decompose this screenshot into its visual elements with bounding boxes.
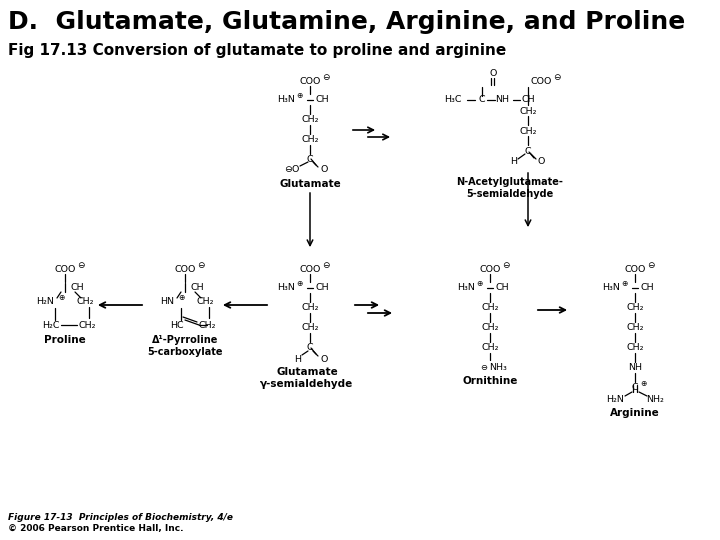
Text: 5-semialdehyde: 5-semialdehyde (467, 189, 554, 199)
Text: HN: HN (160, 298, 174, 307)
Text: COO: COO (54, 266, 76, 274)
Text: O: O (537, 158, 545, 166)
Text: Proline: Proline (44, 335, 86, 345)
Text: CH: CH (70, 284, 84, 293)
Text: COO: COO (531, 78, 552, 86)
Text: ⊖: ⊖ (197, 260, 204, 269)
Text: CH₂: CH₂ (301, 136, 319, 145)
Text: 5-carboxylate: 5-carboxylate (148, 347, 222, 357)
Text: C: C (525, 146, 531, 156)
Text: Arginine: Arginine (610, 408, 660, 418)
Text: CH₂: CH₂ (481, 343, 499, 353)
Text: C: C (631, 383, 639, 393)
Text: ⊕: ⊕ (640, 379, 646, 388)
Text: ⊖: ⊖ (503, 260, 510, 269)
Text: COO: COO (300, 78, 320, 86)
Text: CH₂: CH₂ (519, 126, 536, 136)
Text: Glutamate: Glutamate (279, 179, 341, 189)
Text: CH₂: CH₂ (78, 321, 96, 329)
Text: CH₂: CH₂ (76, 298, 94, 307)
Text: CH: CH (495, 284, 509, 293)
Text: H₂C: H₂C (42, 321, 60, 329)
Text: ⊕: ⊕ (296, 279, 302, 287)
Text: NH: NH (495, 96, 509, 105)
Text: CH: CH (521, 96, 535, 105)
Text: C: C (307, 343, 313, 353)
Text: CH: CH (315, 96, 329, 105)
Text: H₃N: H₃N (277, 96, 295, 105)
Text: COO: COO (300, 266, 320, 274)
Text: γ-semialdehyde: γ-semialdehyde (261, 379, 354, 389)
Text: CH₂: CH₂ (301, 116, 319, 125)
Text: © 2006 Pearson Prentice Hall, Inc.: © 2006 Pearson Prentice Hall, Inc. (8, 523, 184, 532)
Text: Δ¹-Pyrroline: Δ¹-Pyrroline (152, 335, 218, 345)
Text: Fig 17.13 Conversion of glutamate to proline and arginine: Fig 17.13 Conversion of glutamate to pro… (8, 43, 506, 57)
Text: ⊖O: ⊖O (284, 165, 300, 174)
Text: C: C (307, 156, 313, 165)
Text: CH₂: CH₂ (626, 323, 644, 333)
Text: H₂N: H₂N (36, 298, 54, 307)
Text: ⊖: ⊖ (323, 72, 330, 82)
Text: NH₂: NH₂ (646, 395, 664, 404)
Text: H₂N: H₂N (606, 395, 624, 404)
Text: CH₂: CH₂ (519, 106, 536, 116)
Text: CH: CH (640, 284, 654, 293)
Text: N-Acetylglutamate-: N-Acetylglutamate- (456, 177, 564, 187)
Text: COO: COO (624, 266, 646, 274)
Text: O: O (320, 354, 328, 363)
Text: COO: COO (174, 266, 196, 274)
Text: ⊖: ⊖ (323, 260, 330, 269)
Text: HC: HC (170, 321, 184, 329)
Text: CH₂: CH₂ (301, 323, 319, 333)
Text: CH: CH (315, 284, 329, 293)
Text: H₃N: H₃N (277, 284, 295, 293)
Text: CH₂: CH₂ (481, 303, 499, 313)
Text: O: O (320, 165, 328, 174)
Text: ⊕: ⊕ (621, 279, 627, 287)
Text: CH₂: CH₂ (301, 303, 319, 313)
Text: CH₂: CH₂ (481, 323, 499, 333)
Text: CH₂: CH₂ (197, 298, 214, 307)
Text: H₃N: H₃N (602, 284, 620, 293)
Text: COO: COO (480, 266, 500, 274)
Text: CH₂: CH₂ (626, 343, 644, 353)
Text: ⊕: ⊕ (178, 293, 184, 301)
Text: CH₂: CH₂ (198, 321, 216, 329)
Text: Figure 17-13  Principles of Biochemistry, 4/e: Figure 17-13 Principles of Biochemistry,… (8, 514, 233, 523)
Text: H₃C: H₃C (444, 96, 462, 105)
Text: H: H (510, 158, 518, 166)
Text: D.  Glutamate, Glutamine, Arginine, and Proline: D. Glutamate, Glutamine, Arginine, and P… (8, 10, 685, 34)
Text: C: C (479, 96, 485, 105)
Text: ⊖: ⊖ (553, 72, 561, 82)
Text: ⊖: ⊖ (480, 362, 487, 372)
Text: H₃N: H₃N (457, 284, 475, 293)
Text: ⊕: ⊕ (476, 279, 482, 287)
Text: Ornithine: Ornithine (462, 376, 518, 386)
Text: H: H (294, 354, 302, 363)
Text: O: O (490, 70, 497, 78)
Text: NH: NH (628, 363, 642, 373)
Text: ⊕: ⊕ (58, 293, 64, 301)
Text: Glutamate: Glutamate (276, 367, 338, 377)
Text: ⊖: ⊖ (77, 260, 85, 269)
Text: CH₂: CH₂ (626, 303, 644, 313)
Text: ⊖: ⊖ (647, 260, 654, 269)
Text: CH: CH (190, 284, 204, 293)
Text: ⊕: ⊕ (296, 91, 302, 99)
Text: NH₃: NH₃ (489, 362, 507, 372)
